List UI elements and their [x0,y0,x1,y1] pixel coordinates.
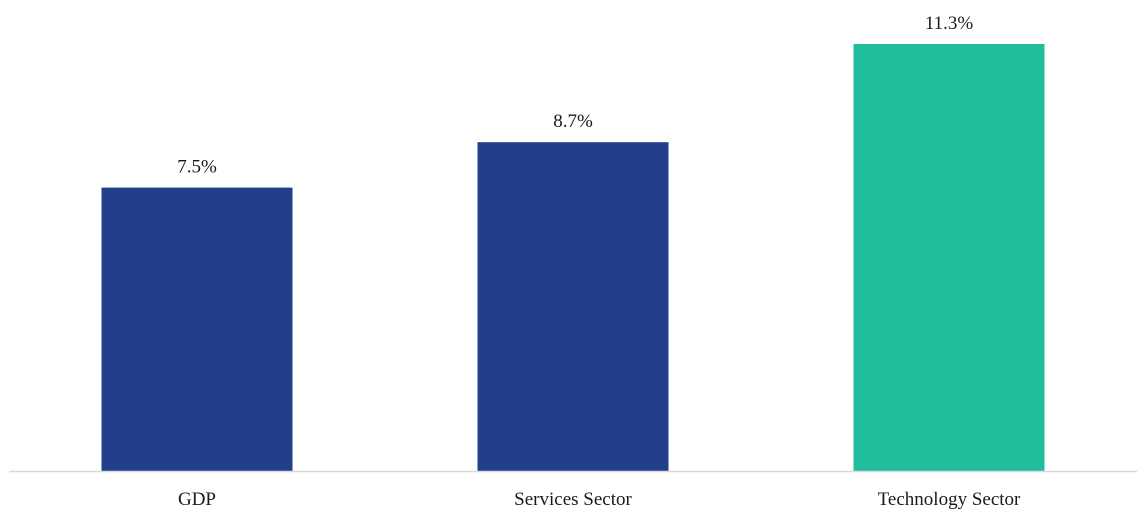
bar-services-sector [477,142,669,471]
category-label-gdp: GDP [178,489,216,510]
value-labels-group: 7.5% 8.7% 11.3% [177,13,973,178]
value-label-services-sector: 8.7% [553,111,593,132]
value-label-technology-sector: 11.3% [925,13,974,34]
category-labels-group: GDP Services Sector Technology Sector [178,489,1021,510]
bar-technology-sector [853,44,1045,471]
category-label-technology-sector: Technology Sector [878,489,1021,510]
category-label-services-sector: Services Sector [514,489,632,510]
value-label-gdp: 7.5% [177,157,217,178]
bar-gdp [101,187,293,471]
bars-group [101,44,1045,471]
